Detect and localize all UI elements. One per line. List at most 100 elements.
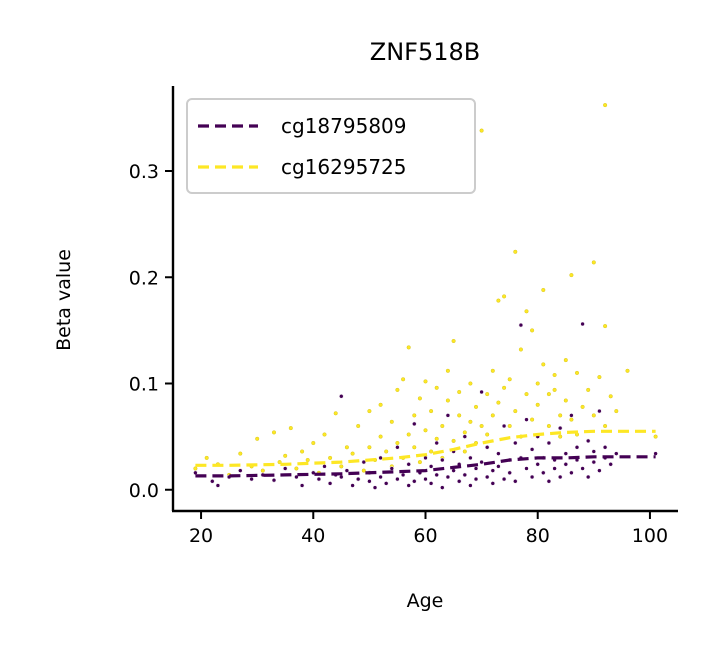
data-point	[339, 464, 344, 469]
data-point	[529, 474, 535, 480]
trend-line-cg16295725	[195, 429, 656, 467]
data-point	[417, 396, 422, 401]
data-point	[434, 385, 439, 390]
data-point	[462, 434, 468, 439]
data-point	[473, 466, 479, 471]
data-point	[339, 394, 344, 399]
data-point	[305, 457, 310, 463]
data-point	[412, 413, 417, 418]
data-point	[367, 445, 372, 450]
data-point	[361, 468, 366, 473]
data-point	[400, 472, 406, 478]
data-point	[574, 445, 580, 450]
data-point	[563, 358, 568, 363]
data-point	[445, 368, 450, 373]
data-point	[535, 462, 540, 467]
data-point	[496, 298, 501, 303]
x-axis-label: Age	[407, 590, 444, 612]
data-point	[451, 468, 456, 473]
data-point	[484, 445, 490, 450]
data-point	[558, 413, 563, 418]
data-point	[507, 470, 512, 476]
data-point	[238, 468, 243, 473]
data-point	[546, 440, 552, 446]
data-point	[367, 479, 372, 484]
data-point	[255, 436, 260, 441]
data-point	[529, 447, 535, 452]
data-point	[502, 385, 507, 390]
data-point	[597, 375, 602, 380]
data-point	[406, 345, 411, 350]
data-point	[372, 485, 378, 490]
data-point	[546, 479, 552, 484]
data-point	[406, 483, 411, 488]
data-point	[367, 409, 372, 414]
data-point	[541, 287, 546, 293]
data-point	[563, 398, 568, 403]
data-point	[440, 485, 445, 490]
data-point	[614, 409, 619, 414]
data-point	[479, 459, 484, 465]
data-point	[193, 466, 198, 471]
data-point	[484, 474, 490, 480]
data-point	[299, 483, 305, 488]
data-point	[569, 417, 574, 422]
data-point	[434, 436, 439, 441]
data-point	[440, 423, 445, 429]
data-point	[552, 372, 557, 378]
data-point	[344, 468, 350, 473]
data-point	[569, 413, 574, 418]
data-point	[468, 483, 473, 488]
plot-area	[193, 103, 658, 490]
data-point	[563, 462, 569, 467]
trend-line-cg18795809	[195, 455, 656, 478]
data-point	[597, 468, 602, 473]
data-point	[294, 474, 299, 480]
data-point	[395, 476, 400, 482]
data-point	[440, 457, 445, 463]
data-point	[468, 419, 473, 424]
data-point	[383, 481, 389, 486]
data-point	[513, 409, 518, 414]
data-point	[300, 449, 305, 454]
data-point	[260, 468, 265, 473]
x-tick-label: 40	[301, 525, 325, 547]
data-point	[333, 411, 338, 416]
data-point	[485, 392, 490, 397]
series-points-cg16295725	[193, 103, 658, 477]
data-point	[344, 445, 349, 450]
data-point	[434, 440, 439, 446]
data-point	[462, 430, 467, 435]
data-point	[429, 409, 434, 414]
data-point	[535, 402, 540, 407]
data-point	[412, 421, 417, 427]
series-points-cg18795809	[193, 321, 658, 490]
data-point	[513, 479, 518, 484]
data-point	[451, 438, 456, 443]
data-point	[412, 445, 417, 450]
x-tick-label: 80	[526, 525, 550, 547]
x-tick-label: 60	[413, 525, 437, 547]
data-point	[328, 455, 333, 460]
data-point	[524, 309, 529, 314]
data-point	[541, 470, 546, 476]
data-point	[563, 451, 569, 456]
data-point	[507, 377, 512, 382]
data-point	[389, 466, 395, 471]
data-point	[456, 479, 462, 484]
data-point	[428, 481, 434, 486]
legend: cg18795809 cg16295725	[186, 98, 476, 194]
data-point	[496, 400, 501, 405]
data-point	[294, 466, 299, 471]
data-point	[490, 481, 496, 486]
data-point	[445, 413, 451, 418]
data-point	[316, 476, 322, 482]
x-tick-label: 20	[189, 525, 213, 547]
data-point	[603, 103, 608, 108]
data-point	[552, 466, 557, 471]
data-point	[591, 413, 596, 418]
data-point	[479, 128, 484, 133]
data-point	[271, 477, 277, 483]
y-tick-label: 0.1	[129, 374, 159, 396]
